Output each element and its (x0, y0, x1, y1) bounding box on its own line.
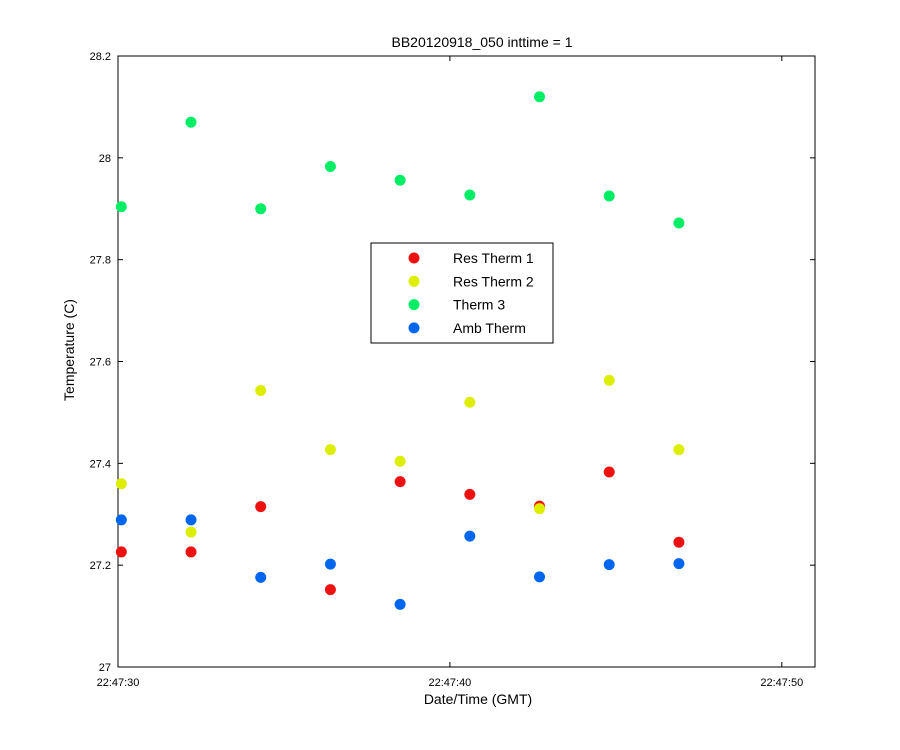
point-res-therm-1 (394, 476, 406, 488)
point-res-therm-2 (255, 385, 267, 397)
point-amb-therm (603, 559, 615, 571)
point-res-therm-1 (464, 488, 476, 500)
legend-marker (408, 322, 420, 334)
y-tick-label: 27 (99, 662, 111, 674)
point-therm-3 (534, 91, 546, 103)
y-axis: 27 27.2 27.4 27.6 27.8 28 28.2 (90, 51, 815, 674)
y-tick-label: 27.2 (90, 560, 111, 572)
point-res-therm-1 (324, 584, 336, 596)
y-tick-label: 27.8 (90, 255, 111, 267)
point-amb-therm (673, 558, 685, 570)
plot-area (117, 55, 816, 668)
point-therm-3 (603, 190, 615, 202)
point-therm-3 (394, 174, 406, 186)
point-res-therm-2 (603, 374, 615, 386)
point-res-therm-1 (603, 466, 615, 478)
point-res-therm-2 (534, 503, 546, 515)
point-res-therm-2 (115, 478, 127, 490)
point-therm-3 (185, 116, 197, 128)
point-therm-3 (255, 203, 267, 215)
point-amb-therm (185, 514, 197, 526)
x-tick-label: 22:47:30 (97, 677, 140, 689)
y-axis-label: Temperature (C) (61, 299, 77, 401)
point-res-therm-1 (673, 536, 685, 548)
point-amb-therm (115, 514, 127, 526)
point-therm-3 (464, 189, 476, 201)
point-amb-therm (394, 598, 406, 610)
y-tick-label: 27.4 (90, 458, 111, 470)
point-res-therm-1 (255, 501, 267, 513)
point-res-therm-2 (394, 455, 406, 467)
point-res-therm-2 (324, 444, 336, 456)
legend-marker (408, 252, 420, 264)
point-therm-3 (673, 217, 685, 229)
point-amb-therm (534, 571, 546, 583)
chart-title: BB20120918_050 inttime = 1 (392, 34, 573, 50)
point-amb-therm (324, 558, 336, 570)
point-therm-3 (115, 201, 127, 213)
legend-marker (408, 275, 420, 287)
y-tick-label: 27.6 (90, 357, 111, 369)
point-therm-3 (324, 160, 336, 172)
legend-box (370, 242, 554, 344)
y-tick-label: 28 (99, 153, 111, 165)
y-tick-label: 28.2 (90, 51, 111, 63)
legend: Res Therm 1 Res Therm 2 Therm 3 Amb Therm (370, 242, 554, 344)
x-tick-label: 22:47:40 (428, 677, 471, 689)
x-axis: 22:47:30 22:47:40 22:47:50 (97, 56, 803, 689)
legend-label: Amb Therm (453, 320, 526, 336)
x-tick-label: 22:47:50 (760, 677, 803, 689)
point-res-therm-1 (115, 546, 127, 558)
point-amb-therm (464, 530, 476, 542)
point-amb-therm (255, 571, 267, 583)
legend-marker (408, 299, 420, 311)
data-points (115, 91, 685, 610)
legend-label: Res Therm 2 (453, 273, 534, 289)
point-res-therm-2 (464, 396, 476, 408)
x-axis-label: Date/Time (GMT) (424, 691, 532, 707)
point-res-therm-1 (185, 546, 197, 558)
legend-label: Therm 3 (453, 297, 505, 313)
legend-label: Res Therm 1 (453, 250, 534, 266)
point-res-therm-2 (185, 526, 197, 538)
point-res-therm-2 (673, 444, 685, 456)
